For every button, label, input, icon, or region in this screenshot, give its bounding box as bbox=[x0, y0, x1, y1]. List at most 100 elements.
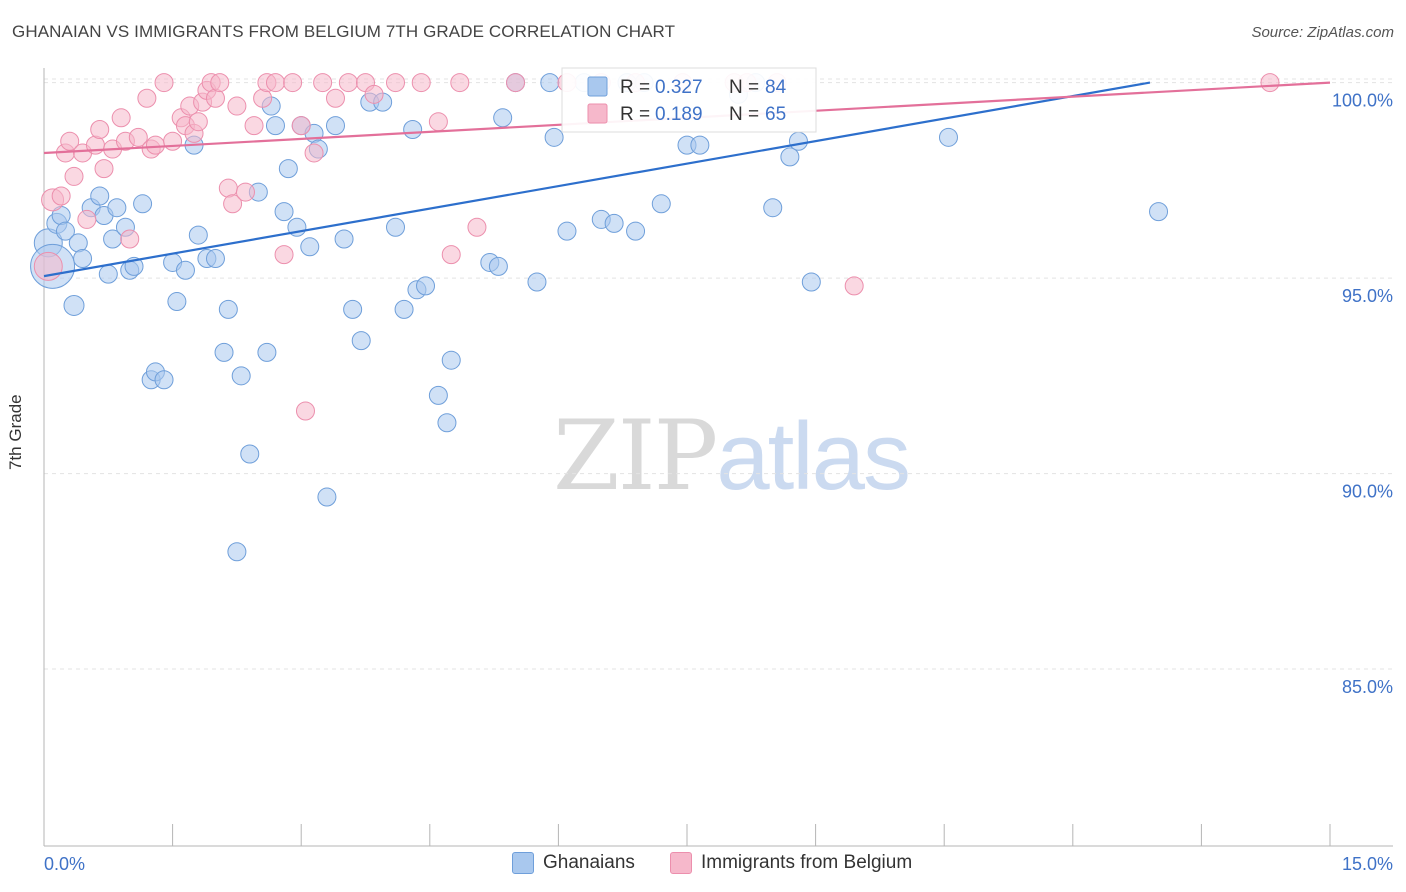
legend-n-label: N = bbox=[729, 77, 759, 98]
point-belgium bbox=[244, 116, 264, 136]
point-ghanaians bbox=[240, 444, 260, 464]
point-ghanaians bbox=[488, 256, 508, 276]
point-ghanaians bbox=[1149, 202, 1169, 222]
point-belgium bbox=[1260, 73, 1280, 93]
point-ghanaians bbox=[651, 194, 671, 214]
legend-item-ghanaians[interactable]: Ghanaians bbox=[512, 852, 635, 874]
point-belgium bbox=[51, 186, 71, 206]
legend-r-label: R = bbox=[620, 77, 650, 98]
axes: 100.0% 95.0% 90.0% 85.0% 0.0% 15.0% bbox=[43, 68, 1393, 874]
point-ghanaians bbox=[231, 366, 251, 386]
point-ghanaians bbox=[788, 131, 808, 151]
point-ghanaians bbox=[527, 272, 547, 292]
point-belgium bbox=[411, 73, 431, 93]
point-ghanaians bbox=[73, 249, 93, 269]
legend-swatch bbox=[587, 103, 608, 124]
point-belgium bbox=[94, 159, 114, 179]
point-belgium bbox=[506, 73, 526, 93]
point-ghanaians bbox=[90, 186, 110, 206]
point-belgium bbox=[441, 245, 461, 265]
x-tick-label: 15.0% bbox=[1342, 854, 1393, 874]
legend-n-value: 84 bbox=[765, 77, 787, 98]
point-ghanaians bbox=[214, 342, 234, 362]
point-ghanaians bbox=[133, 194, 153, 214]
point-ghanaians bbox=[98, 264, 118, 284]
legend-bottom: Ghanaians Immigrants from Belgium bbox=[0, 852, 1406, 878]
legend-r-value: 0.327 bbox=[655, 77, 703, 98]
point-ghanaians bbox=[428, 385, 448, 405]
x-tick-label: 0.0% bbox=[44, 854, 85, 874]
point-ghanaians bbox=[604, 213, 624, 233]
legend-top: R = 0.327 N = 84 R = 0.189 N = 65 bbox=[561, 67, 817, 133]
y-tick-label: 90.0% bbox=[1342, 482, 1393, 502]
point-belgium bbox=[223, 194, 243, 214]
point-ghanaians bbox=[437, 413, 457, 433]
point-belgium bbox=[154, 73, 174, 93]
point-ghanaians bbox=[780, 147, 800, 167]
point-ghanaians bbox=[63, 294, 85, 316]
legend-label-ghanaians: Ghanaians bbox=[543, 852, 635, 873]
legend-r-label: R = bbox=[620, 104, 650, 125]
point-belgium bbox=[265, 73, 285, 93]
point-belgium bbox=[137, 88, 157, 108]
point-ghanaians bbox=[227, 542, 247, 562]
point-ghanaians bbox=[154, 370, 174, 390]
y-tick-label: 95.0% bbox=[1342, 286, 1393, 306]
point-belgium bbox=[128, 127, 148, 147]
point-ghanaians bbox=[540, 73, 560, 93]
point-belgium bbox=[291, 116, 311, 136]
point-belgium bbox=[450, 73, 470, 93]
point-ghanaians bbox=[218, 299, 238, 319]
y-tick-label: 100.0% bbox=[1332, 91, 1393, 111]
point-belgium bbox=[64, 166, 84, 186]
point-belgium bbox=[313, 73, 333, 93]
legend-swatch-blue bbox=[512, 852, 534, 874]
legend-swatch-pink bbox=[670, 852, 692, 874]
point-ghanaians bbox=[107, 198, 127, 218]
watermark-zip: ZIP bbox=[553, 400, 718, 512]
point-belgium bbox=[210, 73, 230, 93]
point-belgium bbox=[90, 120, 110, 140]
point-ghanaians bbox=[274, 202, 294, 222]
legend-item-belgium[interactable]: Immigrants from Belgium bbox=[670, 852, 912, 874]
point-belgium bbox=[467, 217, 487, 237]
point-ghanaians bbox=[403, 120, 423, 140]
point-belgium bbox=[364, 84, 384, 104]
point-belgium bbox=[253, 88, 273, 108]
point-ghanaians bbox=[690, 135, 710, 155]
chart-title: GHANAIAN VS IMMIGRANTS FROM BELGIUM 7TH … bbox=[12, 22, 676, 41]
point-belgium bbox=[227, 96, 247, 116]
watermark: ZIPatlas bbox=[553, 400, 911, 512]
point-ghanaians bbox=[441, 350, 461, 370]
watermark-atlas: atlas bbox=[716, 403, 911, 510]
legend-n-label: N = bbox=[729, 104, 759, 125]
point-ghanaians bbox=[763, 198, 783, 218]
point-ghanaians bbox=[386, 217, 406, 237]
point-ghanaians bbox=[351, 331, 371, 351]
point-belgium bbox=[325, 88, 345, 108]
point-ghanaians bbox=[265, 116, 285, 136]
point-belgium bbox=[120, 229, 140, 249]
point-ghanaians bbox=[334, 229, 354, 249]
point-ghanaians bbox=[343, 299, 363, 319]
point-belgium bbox=[111, 108, 131, 128]
point-ghanaians bbox=[416, 276, 436, 296]
y-tick-label: 85.0% bbox=[1342, 677, 1393, 697]
point-belgium bbox=[274, 245, 294, 265]
point-ghanaians bbox=[317, 487, 337, 507]
legend-swatch bbox=[587, 76, 608, 97]
point-ghanaians bbox=[175, 260, 195, 280]
point-belgium bbox=[295, 401, 315, 421]
point-ghanaians bbox=[167, 292, 187, 312]
point-ghanaians bbox=[557, 221, 577, 241]
point-belgium bbox=[283, 73, 303, 93]
trendline-ghanaians bbox=[43, 81, 1151, 278]
source-label: Source: ZipAtlas.com bbox=[1251, 24, 1394, 41]
point-belgium bbox=[386, 73, 406, 93]
legend-r-value: 0.189 bbox=[655, 104, 703, 125]
point-ghanaians bbox=[544, 127, 564, 147]
point-ghanaians bbox=[938, 127, 958, 147]
data-points bbox=[30, 73, 1280, 562]
point-ghanaians bbox=[205, 249, 225, 269]
